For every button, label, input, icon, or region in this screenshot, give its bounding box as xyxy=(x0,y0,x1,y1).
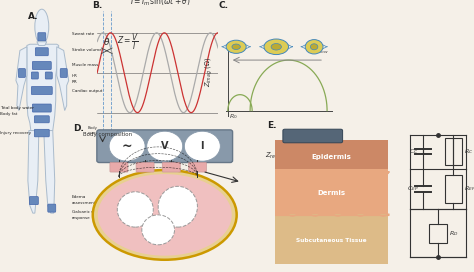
Text: Galvanic skin: Galvanic skin xyxy=(72,210,99,214)
Ellipse shape xyxy=(117,192,153,227)
Text: A.: A. xyxy=(28,12,38,21)
FancyBboxPatch shape xyxy=(283,129,343,143)
FancyBboxPatch shape xyxy=(275,140,388,171)
Text: Subcutaneous Tissue: Subcutaneous Tissue xyxy=(296,238,367,243)
Ellipse shape xyxy=(226,40,246,53)
Text: $C_{EP}$: $C_{EP}$ xyxy=(407,185,419,193)
Text: $I = I_m\sin(\omega t + \theta)$: $I = I_m\sin(\omega t + \theta)$ xyxy=(129,0,191,8)
Text: $C_C$: $C_C$ xyxy=(410,147,419,156)
Text: B.: B. xyxy=(92,1,102,10)
Text: ~: ~ xyxy=(122,140,132,153)
FancyBboxPatch shape xyxy=(189,163,206,172)
Ellipse shape xyxy=(93,170,237,260)
Text: $R_D$: $R_D$ xyxy=(449,229,459,238)
FancyBboxPatch shape xyxy=(38,33,46,41)
Text: Body composition: Body composition xyxy=(83,132,132,137)
FancyBboxPatch shape xyxy=(34,129,49,137)
Ellipse shape xyxy=(310,44,318,50)
Text: Dermis: Dermis xyxy=(318,190,346,196)
Text: D.: D. xyxy=(73,124,84,133)
Text: Body
composition: Body composition xyxy=(88,126,112,135)
Polygon shape xyxy=(16,47,27,110)
Text: Stroke volume: Stroke volume xyxy=(72,48,101,52)
Text: Edema: Edema xyxy=(72,195,86,199)
FancyBboxPatch shape xyxy=(18,69,26,77)
Text: RR: RR xyxy=(72,80,77,84)
Text: Body fat: Body fat xyxy=(0,112,18,116)
FancyBboxPatch shape xyxy=(60,69,67,77)
Text: Cardiac output: Cardiac output xyxy=(72,88,102,92)
Ellipse shape xyxy=(264,39,289,55)
Ellipse shape xyxy=(305,40,323,54)
FancyBboxPatch shape xyxy=(36,48,48,56)
Text: I: I xyxy=(201,141,204,151)
Text: $\theta$: $\theta$ xyxy=(103,36,110,47)
Circle shape xyxy=(147,131,182,161)
FancyBboxPatch shape xyxy=(275,169,388,215)
FancyBboxPatch shape xyxy=(34,116,49,123)
Text: assessment: assessment xyxy=(72,201,96,205)
FancyBboxPatch shape xyxy=(162,163,180,172)
Ellipse shape xyxy=(98,174,232,256)
Ellipse shape xyxy=(158,186,197,227)
Text: $Z_{imag}$ ($\Omega$): $Z_{imag}$ ($\Omega$) xyxy=(204,57,215,87)
Text: Muscle mass: Muscle mass xyxy=(72,63,98,67)
Circle shape xyxy=(35,9,49,44)
Text: Total body water: Total body water xyxy=(0,106,34,110)
FancyBboxPatch shape xyxy=(32,104,51,112)
Ellipse shape xyxy=(271,44,282,50)
Text: $f_{low}$: $f_{low}$ xyxy=(317,47,328,56)
Text: $f_{hi}$: $f_{hi}$ xyxy=(230,47,238,56)
Polygon shape xyxy=(57,47,69,110)
Text: $R_0$: $R_0$ xyxy=(229,113,237,122)
Text: $Z_{real}$ ($\Omega$): $Z_{real}$ ($\Omega$) xyxy=(264,150,292,160)
Text: Sweat rate: Sweat rate xyxy=(72,32,94,36)
FancyBboxPatch shape xyxy=(31,72,38,79)
Text: E.: E. xyxy=(267,121,276,130)
Text: Injury recovery: Injury recovery xyxy=(0,131,31,135)
FancyBboxPatch shape xyxy=(29,197,38,205)
FancyBboxPatch shape xyxy=(31,86,52,95)
Circle shape xyxy=(184,131,220,161)
Text: $R_{EP}$: $R_{EP}$ xyxy=(465,185,474,193)
Polygon shape xyxy=(37,42,47,45)
Text: $Z = \dfrac{V}{I}$: $Z = \dfrac{V}{I}$ xyxy=(117,32,139,52)
Ellipse shape xyxy=(142,215,174,245)
Text: $V = V_m\sin(\omega t)$: $V = V_m\sin(\omega t)$ xyxy=(125,145,178,157)
Text: response: response xyxy=(72,216,90,220)
Text: V: V xyxy=(161,141,168,151)
Ellipse shape xyxy=(232,44,240,50)
FancyBboxPatch shape xyxy=(136,163,154,172)
FancyBboxPatch shape xyxy=(110,163,128,172)
Polygon shape xyxy=(27,44,59,131)
Text: HR: HR xyxy=(72,74,78,78)
FancyBboxPatch shape xyxy=(48,204,56,212)
FancyBboxPatch shape xyxy=(46,72,52,79)
FancyBboxPatch shape xyxy=(97,130,233,163)
Text: C.: C. xyxy=(219,1,228,10)
Polygon shape xyxy=(28,131,39,213)
Polygon shape xyxy=(44,131,55,213)
FancyBboxPatch shape xyxy=(275,214,388,264)
Circle shape xyxy=(109,131,145,161)
FancyBboxPatch shape xyxy=(32,61,51,70)
Text: $R_C$: $R_C$ xyxy=(465,147,474,156)
Text: Epidermis: Epidermis xyxy=(312,154,352,160)
